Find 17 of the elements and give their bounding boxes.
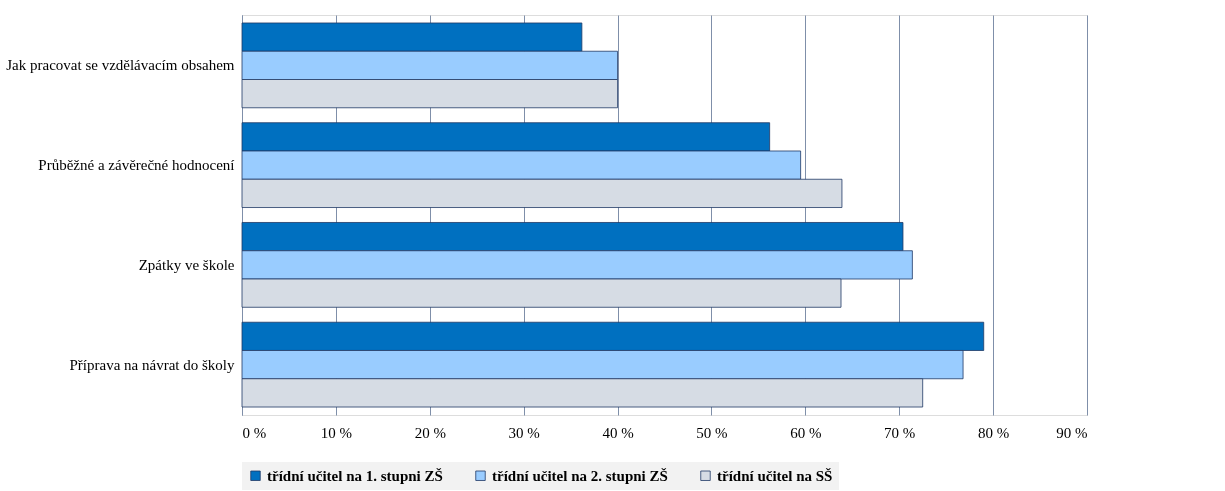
y-tick-label: Příprava na návrat do školy	[69, 356, 235, 373]
x-tick-label: 50 %	[696, 424, 728, 441]
x-tick-label: 10 %	[320, 424, 353, 441]
x-tick-label: 60 %	[790, 424, 822, 441]
x-tick-label: 0 %	[242, 424, 267, 441]
x-tick-label: 80 %	[977, 424, 1010, 441]
y-tick-label: Zpátky ve škole	[138, 256, 235, 273]
x-tick-label: 70 %	[884, 424, 916, 441]
x-tick-label: 20 %	[414, 424, 446, 441]
legend-label: třídní učitel na 2. stupni ZŠ	[492, 467, 668, 484]
x-tick-label: 90 %	[1056, 424, 1088, 441]
y-tick-label: Jak pracovat se vzdělávacím obsahem	[6, 57, 235, 74]
x-tick-label: 40 %	[602, 424, 634, 441]
legend-label: třídní učitel na SŠ	[717, 467, 833, 484]
x-tick-label: 30 %	[508, 424, 540, 441]
y-tick-label: Průběžné a závěrečné hodnocení	[38, 157, 235, 174]
legend-label: třídní učitel na 1. stupni ZŠ	[267, 467, 443, 484]
